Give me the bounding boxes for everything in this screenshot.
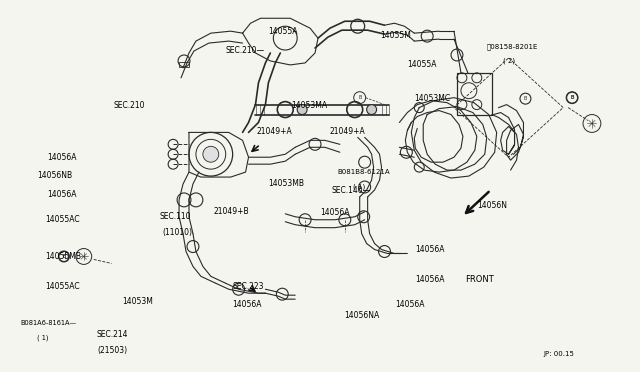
Text: 14056NA: 14056NA [344,311,380,320]
Text: B: B [62,254,66,259]
Text: B081B8-6121A: B081B8-6121A [338,169,390,175]
Text: 14056A: 14056A [415,245,445,254]
Text: 21049+B: 21049+B [213,206,249,216]
Text: 14055AC: 14055AC [45,215,80,224]
Text: B: B [62,254,66,259]
Text: ( 2): ( 2) [503,58,515,64]
Text: (21503): (21503) [98,346,128,355]
Text: 21049+A: 21049+A [257,127,292,136]
Text: 14056NB: 14056NB [37,171,72,180]
Text: ( 1): ( 1) [37,335,49,341]
Text: B081A6-8161A—: B081A6-8161A— [20,320,76,326]
Text: SEC.140—: SEC.140— [332,186,371,195]
Text: 21049+A: 21049+A [330,127,365,136]
Text: 08158-8201E: 08158-8201E [486,43,538,50]
Text: SEC.210—: SEC.210— [226,46,265,55]
Text: (11010): (11010) [163,228,193,237]
Text: FRONT: FRONT [465,275,493,283]
Text: 14055A: 14055A [268,27,298,36]
Text: 14055M: 14055M [380,31,412,40]
Text: 14056A: 14056A [47,190,76,199]
Text: 14055MB: 14055MB [45,252,81,262]
Text: ( 1): ( 1) [353,183,365,190]
Text: B: B [570,95,574,100]
Bar [457,73,492,115]
Text: SEC.110: SEC.110 [160,212,191,221]
Text: 14055A: 14055A [408,60,437,70]
Circle shape [367,105,376,115]
Text: SEC.223: SEC.223 [232,282,264,291]
Text: B: B [358,95,362,100]
Text: 14053MC: 14053MC [414,94,450,103]
Text: 14055AC: 14055AC [45,282,80,291]
Circle shape [297,105,307,115]
Text: 14056A: 14056A [395,300,424,310]
Text: B: B [570,95,574,100]
Circle shape [203,146,219,162]
Text: 14056A: 14056A [320,208,349,217]
Text: 14056N: 14056N [477,201,508,210]
Bar [179,62,189,67]
Text: B: B [524,96,527,101]
Text: SEC.210: SEC.210 [113,101,145,110]
Text: 14053M: 14053M [122,297,153,306]
Text: 14056A: 14056A [232,300,262,310]
Text: 14056A: 14056A [47,153,76,162]
Text: JP: 00.15: JP: 00.15 [543,351,575,357]
Text: 14053MB: 14053MB [268,179,304,187]
Text: SEC.214: SEC.214 [97,330,128,339]
Text: 14053MA: 14053MA [291,101,328,110]
Text: 14056A: 14056A [415,275,445,283]
